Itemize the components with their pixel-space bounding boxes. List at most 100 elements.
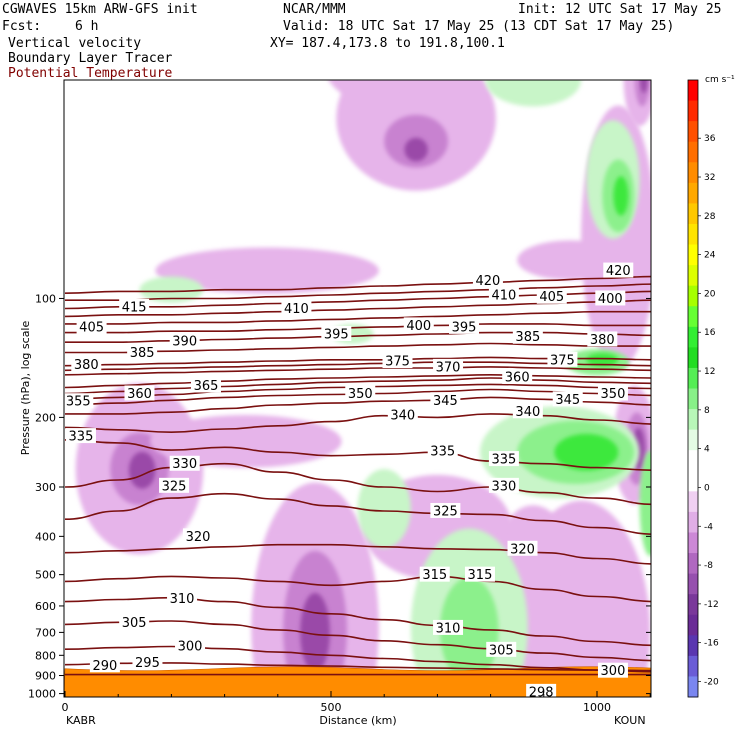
theta-label-backing	[124, 385, 155, 401]
colorbar-segment-20	[688, 491, 698, 513]
theta-label-345: 345	[552, 391, 583, 408]
theta-label-text: 350	[348, 387, 373, 402]
theta-label-text: 360	[127, 387, 152, 402]
theta-label-375: 375	[547, 351, 578, 368]
theta-label-backing	[597, 662, 628, 678]
boundary-layer-tracer	[64, 666, 651, 697]
theta-label-320: 320	[507, 540, 538, 557]
colorbar-segment-21	[688, 511, 698, 533]
theta-contour-400	[64, 310, 651, 325]
theta-label-text: 330	[172, 457, 197, 472]
theta-label-text: 390	[172, 334, 197, 349]
theta-label-text: 410	[491, 288, 516, 303]
x-axis: 0 500 1000	[62, 691, 651, 714]
theta-label-400: 400	[403, 317, 434, 334]
theta-label-text: 370	[436, 360, 461, 375]
theta-label-backing	[488, 286, 519, 302]
y-tick-label-900: 900	[35, 670, 56, 683]
updraft-region-32	[554, 433, 619, 471]
colorbar-label-28: 28	[704, 212, 716, 222]
downdraft-region-13	[128, 451, 156, 489]
colorbar-segment-23	[688, 553, 698, 575]
theta-label-backing	[472, 272, 503, 288]
colorbar-label--16: -16	[704, 639, 719, 649]
colorbar-segment-18	[688, 450, 698, 472]
theta-label-backing	[430, 392, 461, 408]
theta-label-355: 355	[64, 393, 94, 410]
theta-label-backing	[512, 403, 543, 419]
y-tick-label-800: 800	[35, 649, 56, 662]
theta-label-300: 300	[597, 662, 628, 679]
theta-label-310: 310	[167, 590, 198, 607]
x-axis-title: Distance (km)	[319, 714, 396, 727]
theta-label-410: 410	[281, 300, 312, 317]
colorbar-segment-4	[688, 162, 698, 184]
theta-label-390: 390	[169, 332, 200, 349]
colorbar: 36 32 28 24 20 16 12 8 4 0 -4 -8 -12 -16 -20	[687, 79, 719, 698]
theta-label-395: 395	[321, 325, 352, 342]
theta-contour-315	[64, 575, 651, 603]
theta-label-395: 395	[449, 318, 479, 335]
theta-label-310: 310	[433, 619, 464, 636]
theta-label-backing	[419, 566, 450, 582]
downdraft-region-16	[300, 592, 330, 672]
theta-label-backing	[89, 657, 120, 673]
colorbar-segment-29	[688, 676, 698, 698]
theta-label-335: 335	[427, 442, 458, 459]
theta-label-backing	[64, 393, 94, 409]
x-end-label-koun: KOUN	[614, 714, 646, 727]
theta-label-backing	[71, 356, 102, 372]
theta-label-380: 380	[587, 331, 618, 348]
header-field-vertical-velocity: Vertical velocity	[8, 36, 142, 51]
theta-label-325: 325	[430, 502, 461, 519]
colorbar-label-4: 4	[704, 445, 710, 455]
theta-label-text: 385	[130, 346, 155, 361]
colorbar-label-8: 8	[704, 406, 710, 416]
theta-label-350: 350	[345, 385, 376, 402]
theta-label-305: 305	[486, 641, 517, 658]
theta-label-340: 340	[512, 403, 543, 420]
header-xy: XY= 187.4,173.8 to 191.8,100.1	[270, 36, 505, 51]
colorbar-segment-16	[688, 409, 698, 431]
theta-label-backing	[281, 300, 312, 316]
theta-label-text: 405	[539, 290, 564, 305]
theta-label-340: 340	[387, 406, 418, 423]
theta-label-backing	[159, 477, 190, 493]
colorbar-segment-0	[688, 80, 698, 102]
y-tick-label-300: 300	[35, 481, 56, 494]
theta-label-text: 305	[122, 616, 147, 631]
theta-label-text: 395	[324, 327, 349, 342]
y-tick-label-200: 200	[35, 411, 56, 424]
header-org: NCAR/MMM	[283, 2, 346, 17]
theta-label-text: 325	[433, 504, 458, 519]
colorbar-segment-7	[688, 223, 698, 246]
header-init: Init: 12 UTC Sat 17 May 25	[518, 2, 722, 17]
theta-label-300: 300	[175, 638, 206, 655]
theta-label-325: 325	[159, 477, 190, 494]
theta-label-text: 420	[476, 274, 501, 289]
theta-label-375: 375	[382, 353, 413, 370]
colorbar-label-16: 16	[704, 328, 716, 338]
theta-contour-310	[64, 596, 651, 647]
colorbar-segment-2	[688, 121, 698, 143]
theta-label-backing	[433, 358, 464, 374]
potential-temperature-labels: 420 420 415 410 410 405 405 400 400 395 395 390 385 3…	[64, 262, 634, 697]
theta-label-text: 320	[186, 530, 211, 545]
colorbar-segment-25	[688, 594, 698, 616]
theta-label-410: 410	[488, 286, 519, 303]
colorbar-segment-24	[688, 573, 698, 595]
theta-label-315: 315	[464, 566, 495, 583]
theta-label-320: 320	[183, 528, 213, 545]
theta-label-330: 330	[169, 455, 200, 472]
tracer-band	[64, 666, 651, 697]
y-tick-label-1000: 1000	[28, 688, 56, 701]
theta-label-420: 420	[472, 272, 503, 289]
downdraft-region-3	[328, 80, 403, 101]
plot-frame	[63, 79, 652, 698]
theta-label-385: 385	[127, 344, 158, 361]
theta-label-backing	[536, 288, 567, 304]
theta-label-backing	[119, 614, 150, 630]
colorbar-frame	[687, 79, 699, 698]
theta-label-backing	[552, 391, 583, 407]
header-model: CGWAVES 15km ARW-GFS init	[2, 2, 198, 17]
